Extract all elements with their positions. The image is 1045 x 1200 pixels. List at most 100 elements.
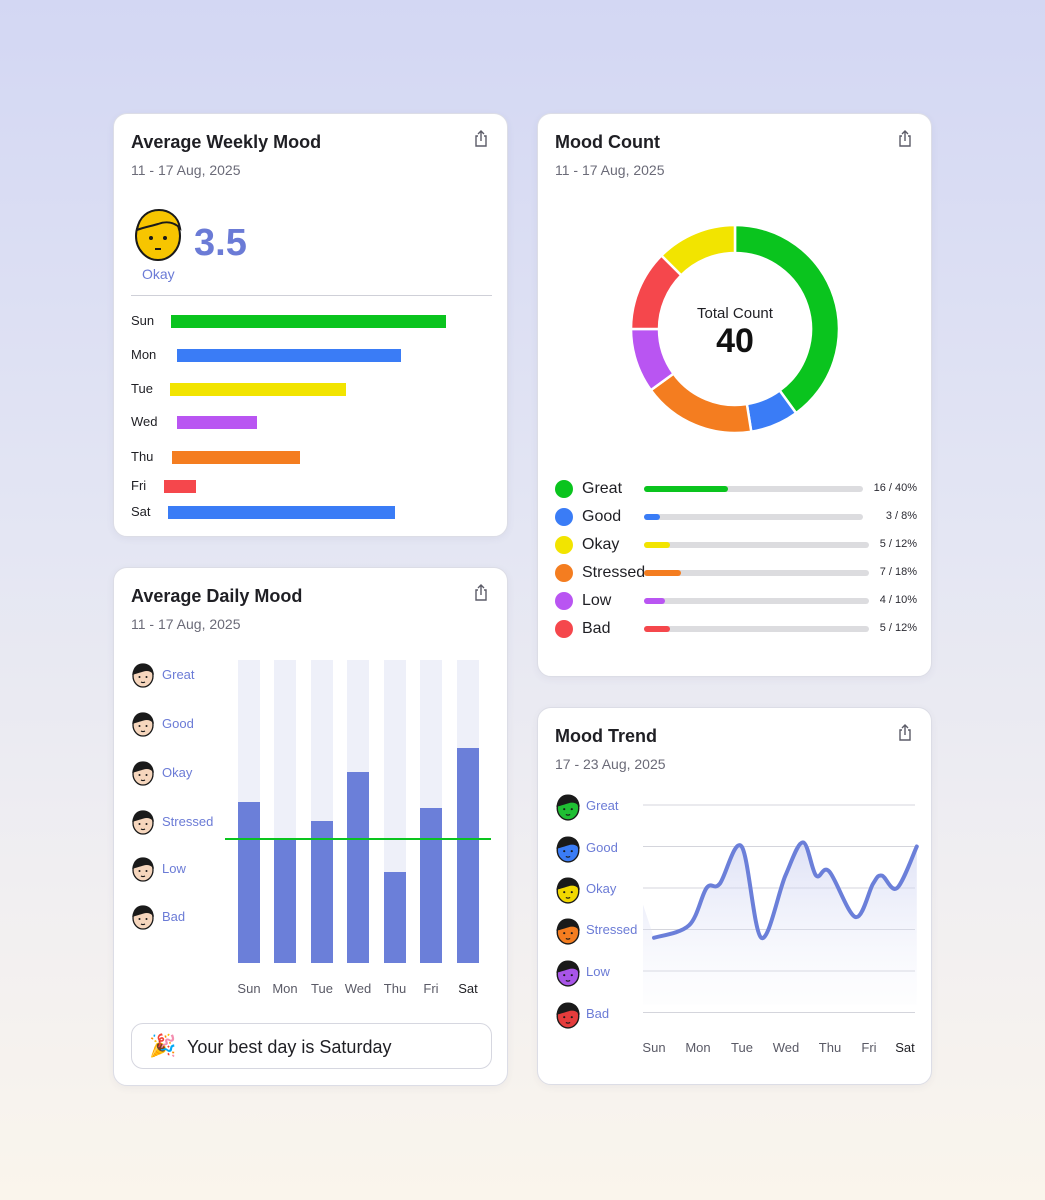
legend-progress-fill <box>644 514 660 520</box>
legend-dot <box>555 508 573 526</box>
mood-trend-line-chart <box>643 804 919 1013</box>
legend-item-good: Good 3 / 8% <box>555 507 917 527</box>
legend-value: 5 / 12% <box>879 622 917 634</box>
day-label: Wed <box>131 414 158 429</box>
legend-dot <box>555 592 573 610</box>
face-icon-svg <box>556 1002 580 1029</box>
face-icon-svg <box>132 712 154 737</box>
legend-dot <box>555 620 573 638</box>
share-icon[interactable] <box>473 130 489 148</box>
weekly-score-label: Okay <box>142 266 175 282</box>
legend-progress-track <box>644 542 869 548</box>
face-icon <box>131 809 155 835</box>
legend-dot <box>555 536 573 554</box>
weekly-day-row: Wed <box>131 414 492 430</box>
bar-sun <box>238 802 260 963</box>
day-mood-bar <box>170 383 346 396</box>
face-icon-svg <box>132 810 154 835</box>
face-icon <box>555 835 581 863</box>
bar-mon <box>274 838 296 963</box>
date-range: 17 - 23 Aug, 2025 <box>555 756 666 772</box>
day-mood-bar <box>171 315 447 328</box>
legend-name: Great <box>582 480 623 497</box>
day-label: Sun <box>131 313 155 328</box>
x-axis-label: Tue <box>731 1040 753 1055</box>
trend-scale-label: Bad <box>586 1006 610 1021</box>
share-icon[interactable] <box>473 584 489 602</box>
legend-item-bad: Bad 5 / 12% <box>555 619 917 639</box>
mood-scale-label: Good <box>162 716 194 731</box>
legend-progress-track <box>644 598 869 604</box>
best-day-text: Your best day is Saturday <box>187 1037 392 1057</box>
legend-dot <box>555 480 573 498</box>
mood-count-donut: Total Count 40 <box>629 223 841 435</box>
face-icon <box>555 793 581 821</box>
share-icon[interactable] <box>897 724 913 742</box>
mood-scale-label: Okay <box>162 765 193 780</box>
donut-total: 40 <box>716 322 754 360</box>
face-icon <box>555 876 581 904</box>
face-icon <box>555 1001 581 1029</box>
mood-scale-label: Low <box>162 861 186 876</box>
mood-count-card: Mood Count 11 - 17 Aug, 2025 Total Count… <box>537 113 932 677</box>
average-line <box>225 837 491 840</box>
x-axis-label: Sun <box>237 981 261 996</box>
legend-progress-track <box>644 514 863 520</box>
trend-scale-label: Low <box>586 964 610 979</box>
x-axis-label: Sun <box>642 1040 666 1055</box>
face-icon-svg <box>556 877 580 904</box>
average-weekly-mood-card: Average Weekly Mood 11 - 17 Aug, 2025 3.… <box>113 113 508 537</box>
date-range: 11 - 17 Aug, 2025 <box>555 162 665 178</box>
weekly-day-row: Sun <box>131 313 492 329</box>
date-range: 11 - 17 Aug, 2025 <box>131 616 241 632</box>
x-axis-label: Wed <box>772 1040 800 1055</box>
trend-scale-label: Good <box>586 840 618 855</box>
face-icon-svg <box>556 918 580 945</box>
face-icon <box>131 760 155 786</box>
legend-progress-track <box>644 486 863 492</box>
face-icon <box>131 711 155 737</box>
weekly-day-row: Mon <box>131 347 492 363</box>
legend-progress-fill <box>644 570 681 576</box>
legend-value: 7 / 18% <box>879 566 917 578</box>
donut-slice-stressed <box>649 371 753 435</box>
mood-scale-label: Great <box>162 667 195 682</box>
bar-thu <box>384 872 406 963</box>
face-icon-svg <box>132 857 154 882</box>
okay-face-icon <box>133 208 183 262</box>
legend-progress-track <box>644 570 869 576</box>
legend-item-low: Low 4 / 10% <box>555 591 917 611</box>
mood-scale-label: Bad <box>162 909 186 924</box>
day-mood-bar <box>177 349 401 362</box>
x-axis-label: Mon <box>272 981 298 996</box>
x-axis-label: Fri <box>423 981 439 996</box>
day-mood-bar <box>164 480 196 493</box>
share-icon[interactable] <box>897 130 913 148</box>
trend-scale-label: Okay <box>586 881 617 896</box>
face-icon <box>131 662 155 688</box>
face-icon <box>131 904 155 930</box>
legend-progress-fill <box>644 486 728 492</box>
trend-scale-label: Stressed <box>586 922 638 937</box>
x-axis-label: Wed <box>344 981 372 996</box>
day-label: Thu <box>131 449 154 464</box>
average-daily-mood-card: Average Daily Mood 11 - 17 Aug, 2025 Gre… <box>113 567 508 1086</box>
day-mood-bar <box>168 506 396 519</box>
face-icon-svg <box>556 836 580 863</box>
x-axis-label: Fri <box>861 1040 877 1055</box>
legend-progress-track <box>644 626 869 632</box>
legend-name: Good <box>582 508 622 525</box>
legend-name: Stressed <box>582 564 646 581</box>
face-icon-svg <box>556 960 580 987</box>
legend-value: 5 / 12% <box>879 538 917 550</box>
legend-name: Bad <box>582 620 611 637</box>
mood-scale-label: Stressed <box>162 814 214 829</box>
trend-scale-label: Great <box>586 798 619 813</box>
trend-area <box>643 842 917 1005</box>
day-label: Tue <box>131 381 153 396</box>
day-label: Sat <box>131 504 151 519</box>
face-icon <box>555 917 581 945</box>
weekly-score: 3.5 <box>194 222 247 264</box>
divider <box>131 295 492 296</box>
legend-name: Low <box>582 592 612 609</box>
